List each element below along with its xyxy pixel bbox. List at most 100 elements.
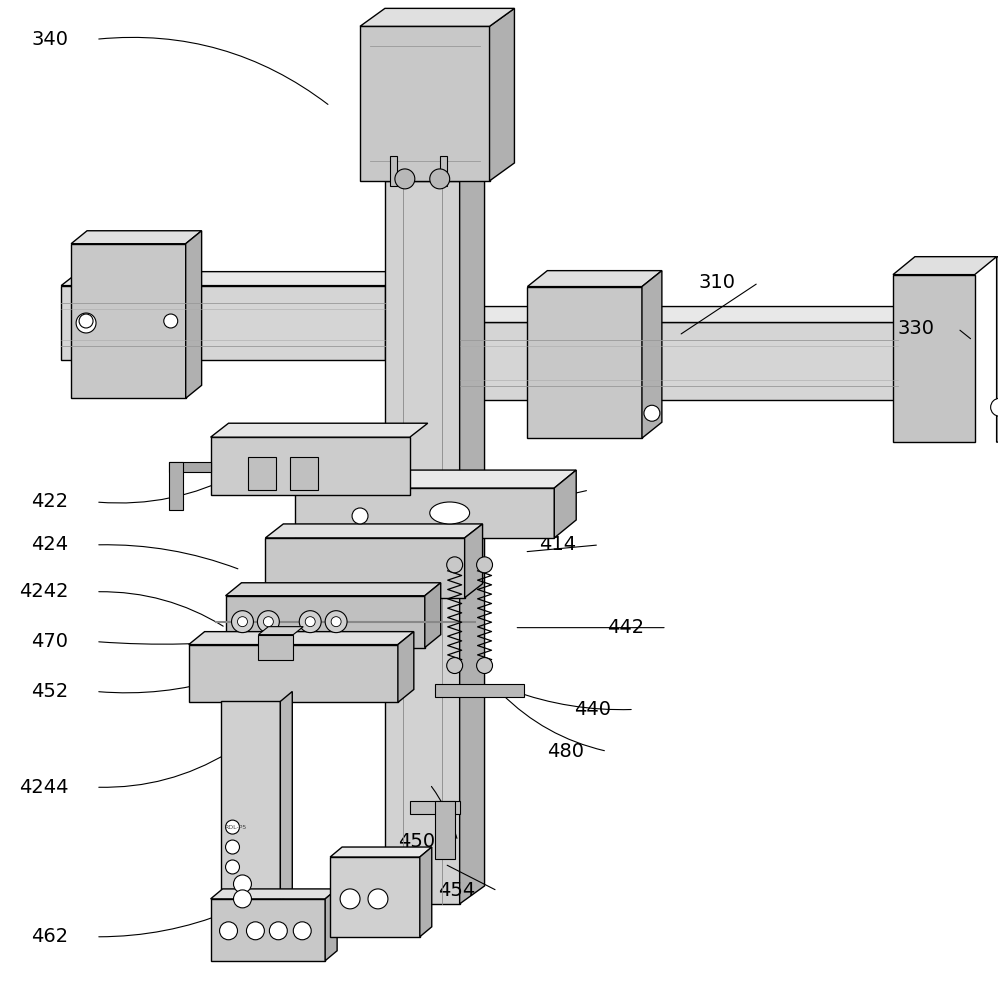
Text: 330: 330: [898, 319, 935, 338]
Circle shape: [352, 508, 368, 524]
Polygon shape: [259, 635, 294, 660]
Polygon shape: [211, 899, 325, 961]
Circle shape: [447, 557, 463, 573]
Circle shape: [300, 611, 321, 633]
Text: 450: 450: [398, 832, 435, 851]
Ellipse shape: [430, 502, 470, 524]
Circle shape: [226, 820, 240, 834]
Polygon shape: [527, 271, 662, 287]
Text: 440: 440: [574, 700, 611, 719]
Polygon shape: [440, 156, 447, 186]
Polygon shape: [360, 8, 514, 26]
Circle shape: [258, 611, 280, 633]
Text: 424: 424: [31, 535, 68, 554]
Polygon shape: [71, 244, 186, 398]
Circle shape: [331, 617, 341, 627]
Circle shape: [232, 611, 254, 633]
Polygon shape: [189, 632, 414, 645]
Circle shape: [226, 840, 240, 854]
Polygon shape: [385, 181, 460, 904]
Polygon shape: [186, 231, 202, 398]
Text: 470: 470: [31, 632, 68, 651]
Polygon shape: [266, 524, 483, 538]
Polygon shape: [410, 801, 460, 814]
Polygon shape: [893, 275, 975, 442]
Text: 480: 480: [547, 742, 584, 761]
Text: 4244: 4244: [19, 778, 69, 797]
Polygon shape: [61, 272, 403, 286]
Circle shape: [368, 889, 388, 909]
Polygon shape: [425, 583, 441, 648]
Polygon shape: [527, 287, 642, 438]
Circle shape: [220, 922, 238, 940]
Polygon shape: [296, 488, 554, 538]
Text: 430: 430: [340, 877, 377, 896]
Circle shape: [238, 617, 248, 627]
Polygon shape: [465, 524, 483, 598]
Polygon shape: [211, 423, 428, 437]
Polygon shape: [221, 701, 281, 901]
Text: 422: 422: [31, 492, 68, 511]
Polygon shape: [330, 847, 432, 857]
Circle shape: [477, 557, 493, 573]
Circle shape: [325, 611, 347, 633]
Polygon shape: [226, 583, 441, 596]
Polygon shape: [435, 684, 524, 697]
Circle shape: [430, 169, 450, 189]
Text: RDL-P5: RDL-P5: [225, 825, 247, 830]
Text: 412: 412: [529, 481, 566, 500]
Text: 340: 340: [31, 30, 68, 49]
Polygon shape: [360, 26, 490, 181]
Circle shape: [340, 889, 360, 909]
Text: 414: 414: [539, 535, 576, 554]
Polygon shape: [490, 8, 514, 181]
Polygon shape: [266, 538, 465, 598]
Polygon shape: [211, 437, 410, 495]
Polygon shape: [259, 627, 304, 635]
Circle shape: [226, 860, 240, 874]
Circle shape: [477, 658, 493, 674]
Polygon shape: [997, 257, 999, 442]
Polygon shape: [226, 596, 425, 648]
Polygon shape: [330, 857, 420, 937]
Polygon shape: [71, 231, 202, 244]
Polygon shape: [390, 156, 397, 186]
Text: 320: 320: [430, 114, 467, 133]
Polygon shape: [211, 889, 337, 899]
Polygon shape: [281, 691, 293, 901]
Polygon shape: [61, 286, 385, 360]
Circle shape: [247, 922, 265, 940]
Text: 454: 454: [438, 881, 475, 900]
Circle shape: [991, 398, 999, 416]
Polygon shape: [169, 462, 211, 472]
Polygon shape: [420, 847, 432, 937]
Circle shape: [164, 314, 178, 328]
Polygon shape: [291, 457, 319, 490]
Circle shape: [644, 405, 660, 421]
Polygon shape: [435, 801, 455, 859]
Circle shape: [294, 922, 312, 940]
Text: 462: 462: [31, 927, 68, 946]
Polygon shape: [460, 307, 918, 322]
Text: 452: 452: [31, 682, 69, 701]
Circle shape: [447, 658, 463, 674]
Circle shape: [79, 314, 93, 328]
Polygon shape: [296, 470, 576, 488]
Polygon shape: [460, 163, 485, 904]
Text: 310: 310: [698, 273, 735, 292]
Polygon shape: [169, 462, 183, 510]
Circle shape: [234, 890, 252, 908]
Text: 4242: 4242: [19, 582, 69, 601]
Circle shape: [306, 617, 316, 627]
Polygon shape: [398, 632, 414, 702]
Circle shape: [76, 313, 96, 333]
Polygon shape: [642, 271, 662, 438]
Polygon shape: [325, 889, 337, 961]
Circle shape: [395, 169, 415, 189]
Polygon shape: [249, 457, 277, 490]
Polygon shape: [893, 257, 997, 275]
Circle shape: [264, 617, 274, 627]
Polygon shape: [554, 470, 576, 538]
Circle shape: [234, 875, 252, 893]
Circle shape: [270, 922, 288, 940]
